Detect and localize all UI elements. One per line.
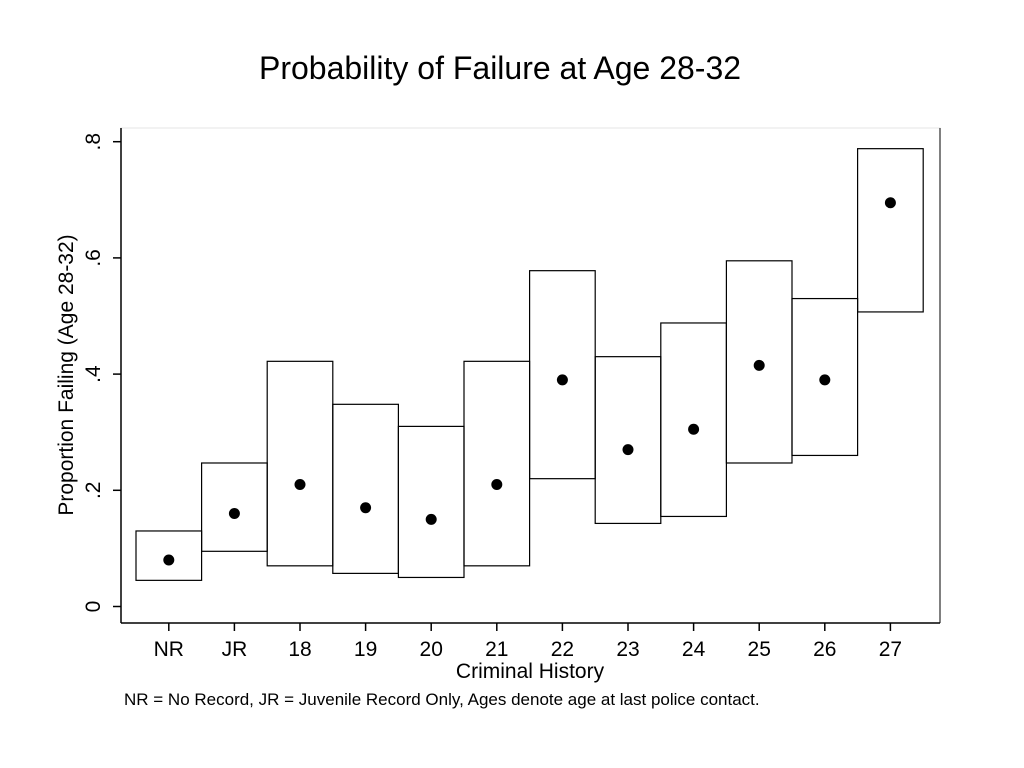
- x-tick-label: 25: [748, 638, 771, 661]
- ticks-layer: 0 .2 .4 .6 .8 NR JR 18 19 20 21 22 23 24 25 26 27: [82, 133, 902, 661]
- x-axis-title: Criminal History: [456, 660, 605, 683]
- plot-background: [120, 127, 941, 624]
- point-estimate-21: [491, 478, 503, 490]
- point-estimate-24: [688, 423, 700, 435]
- point-estimate-22: [556, 374, 568, 386]
- point-estimate-19: [360, 502, 372, 514]
- footnote: NR = No Record, JR = Juvenile Record Onl…: [124, 690, 760, 709]
- x-tick-label: 27: [879, 638, 902, 661]
- point-estimate-NR: [163, 554, 175, 566]
- y-tick-label: 0: [82, 601, 105, 613]
- y-axis-title: Proportion Failing (Age 28-32): [55, 234, 78, 515]
- x-tick-label: 19: [354, 638, 377, 661]
- point-estimate-26: [819, 374, 831, 386]
- interval-box-27: [856, 148, 924, 313]
- interval-box-NR: [135, 530, 203, 581]
- x-tick-label: 20: [420, 638, 443, 661]
- y-tick-label: .4: [82, 365, 105, 383]
- x-tick-label: JR: [222, 638, 248, 661]
- point-estimate-27: [884, 197, 896, 209]
- x-tick-label: 21: [485, 638, 508, 661]
- x-tick-label: NR: [154, 638, 184, 661]
- point-estimate-25: [753, 359, 765, 371]
- interval-box-26: [791, 297, 859, 457]
- slide-title: Probability of Failure at Age 28-32: [258, 50, 742, 86]
- point-estimate-18: [294, 478, 306, 490]
- points-layer: [163, 197, 896, 566]
- boxes-layer: [135, 148, 924, 581]
- point-estimate-JR: [228, 508, 240, 520]
- y-tick-label: .8: [82, 133, 105, 151]
- point-estimate-23: [622, 444, 634, 456]
- x-tick-label: 26: [813, 638, 836, 661]
- x-tick-label: 18: [288, 638, 311, 661]
- x-tick-label: 24: [682, 638, 706, 661]
- x-tick-label: 22: [551, 638, 574, 661]
- y-tick-label: .6: [82, 249, 105, 267]
- x-tick-label: 23: [616, 638, 639, 661]
- y-tick-label: .2: [82, 482, 105, 500]
- point-estimate-20: [425, 513, 437, 525]
